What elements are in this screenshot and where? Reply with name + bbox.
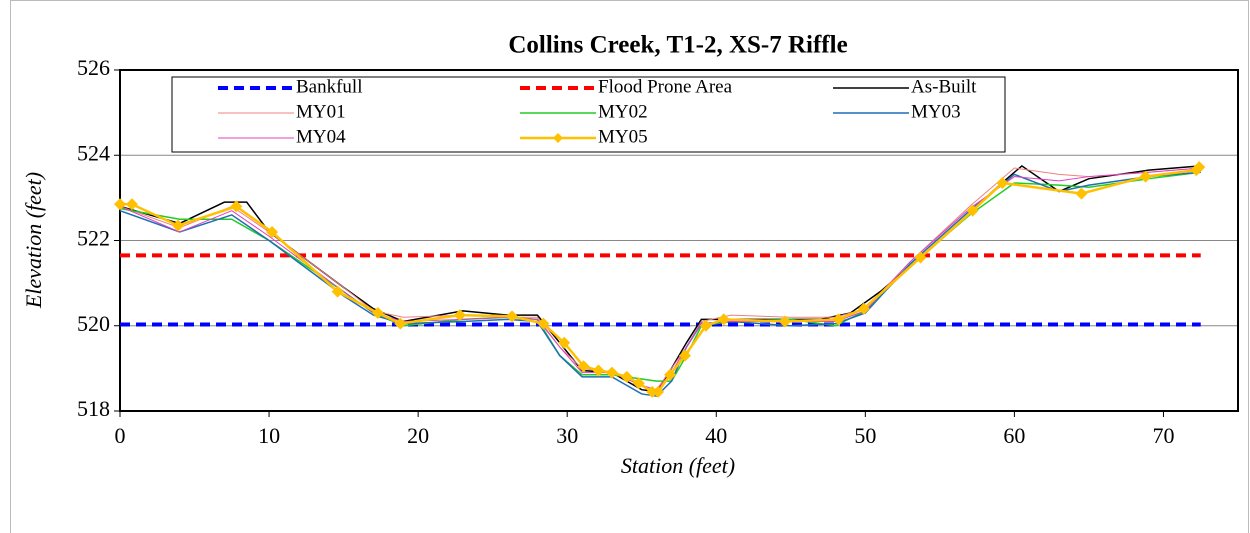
legend-label: MY02 [598, 101, 648, 122]
data-point [394, 317, 407, 330]
data-point [577, 360, 590, 373]
data-point [453, 309, 466, 322]
data-point [114, 198, 126, 211]
data-point [558, 336, 571, 349]
data-point [266, 225, 279, 238]
x-axis-label: Station (feet) [621, 453, 735, 478]
data-point [371, 306, 384, 319]
x-tick-label: 20 [407, 423, 429, 448]
data-point [699, 319, 712, 332]
data-point [1193, 161, 1206, 174]
legend-label: Bankfull [296, 76, 363, 97]
data-point [1139, 170, 1152, 183]
chart-title: Collins Creek, T1-2, XS-7 Riffle [508, 32, 847, 59]
data-point [620, 370, 633, 383]
y-axis-label: Elevation (feet) [21, 172, 46, 309]
y-tick-label: 526 [77, 55, 110, 80]
data-point [717, 313, 730, 326]
data-point [172, 219, 185, 232]
data-point [996, 176, 1009, 189]
data-point [605, 366, 618, 379]
data-point [652, 385, 665, 398]
legend-marker [553, 133, 563, 143]
legend-label: Flood Prone Area [598, 76, 733, 97]
x-tick-label: 10 [258, 423, 280, 448]
legend-label: MY04 [296, 126, 346, 147]
data-point [537, 317, 550, 330]
x-tick-label: 60 [1003, 423, 1025, 448]
data-point [230, 200, 243, 213]
x-tick-label: 30 [556, 423, 578, 448]
legend-label: MY05 [598, 126, 648, 147]
data-point [966, 204, 979, 217]
data-point [1075, 187, 1088, 200]
x-tick-label: 50 [854, 423, 876, 448]
y-tick-label: 524 [77, 140, 110, 165]
data-point [125, 198, 138, 211]
data-point [678, 349, 691, 362]
data-point [331, 285, 344, 298]
y-tick-label: 522 [77, 226, 110, 251]
plot-frame [119, 69, 1239, 412]
data-point [857, 302, 870, 315]
x-tick-label: 40 [705, 423, 727, 448]
legend-label: As-Built [911, 76, 977, 97]
y-tick-label: 520 [77, 311, 110, 336]
x-tick-label: 0 [115, 423, 126, 448]
y-tick-label: 518 [77, 396, 110, 421]
legend-label: MY03 [911, 101, 961, 122]
data-point [914, 251, 927, 264]
data-point [832, 313, 845, 326]
data-point [632, 377, 645, 390]
legend-label: MY01 [296, 101, 346, 122]
data-point [664, 368, 677, 381]
data-point [592, 364, 605, 377]
x-tick-label: 70 [1152, 423, 1174, 448]
data-point [506, 310, 519, 323]
data-point [778, 315, 791, 328]
